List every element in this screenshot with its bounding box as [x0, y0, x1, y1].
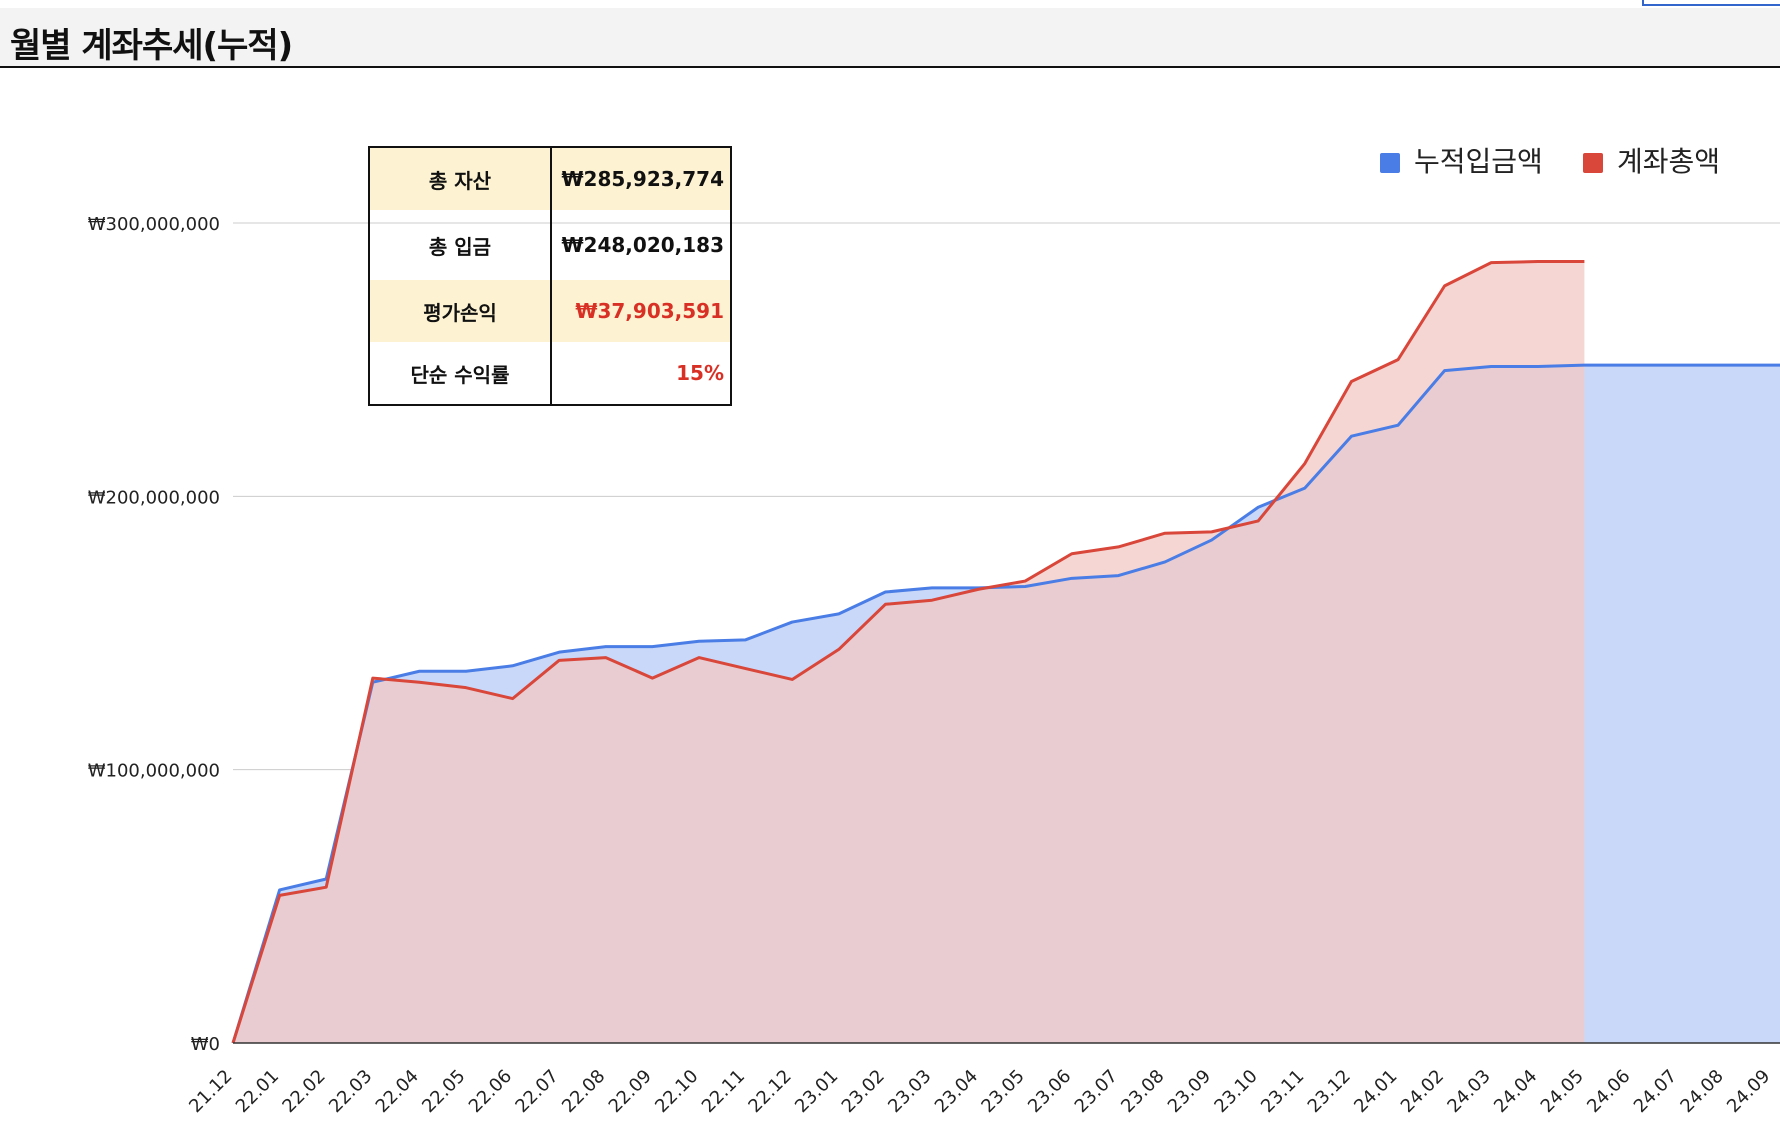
x-tick-label: 23.07: [1071, 1066, 1122, 1117]
x-tick-label: 23.08: [1117, 1066, 1168, 1117]
x-tick-label: 23.09: [1164, 1066, 1215, 1117]
summary-row-return-rate: 단순 수익률 15%: [369, 342, 731, 405]
page-title: 월별 계좌추세(누적): [10, 26, 293, 66]
summary-value-highlight: 15%: [676, 361, 724, 385]
x-tick-label: 23.01: [791, 1066, 842, 1117]
summary-value-highlight: ₩37,903,591: [551, 280, 731, 342]
x-tick-label: 24.02: [1397, 1066, 1448, 1117]
x-tick-label: 23.11: [1257, 1066, 1308, 1117]
x-tick-label: 23.04: [931, 1066, 982, 1117]
legend-item-deposit: 누적입금액: [1380, 140, 1543, 180]
x-tick-label: 21.12: [185, 1066, 236, 1117]
summary-table: 총 자산 ₩285,923,774 총 입금 ₩248,020,183 평가손익…: [368, 146, 732, 406]
y-tick-label: ₩100,000,000: [88, 761, 220, 782]
x-tick-label: 22.11: [698, 1066, 749, 1117]
summary-label: 총 입금: [369, 210, 552, 280]
x-tick-label: 22.03: [325, 1066, 376, 1117]
legend-label-total: 계좌총액: [1617, 145, 1721, 178]
x-tick-label: 23.06: [1024, 1066, 1075, 1117]
summary-label: 단순 수익률: [369, 342, 552, 405]
x-tick-label: 22.01: [232, 1066, 283, 1117]
x-tick-label: 22.04: [372, 1066, 423, 1117]
x-tick-label: 23.02: [838, 1066, 889, 1117]
y-tick-label: ₩200,000,000: [88, 487, 220, 508]
x-tick-label: 22.02: [278, 1066, 329, 1117]
x-tick-label: 22.09: [605, 1066, 656, 1117]
series-area-1: [233, 261, 1585, 1044]
x-tick-label: 24.04: [1490, 1066, 1541, 1117]
summary-row-total-deposit: 총 입금 ₩248,020,183: [369, 210, 731, 280]
summary-label: 평가손익: [369, 280, 552, 342]
selected-cell-outline: [1642, 0, 1780, 6]
x-tick-label: 23.05: [977, 1066, 1028, 1117]
x-tick-label: 24.08: [1676, 1066, 1727, 1117]
x-tick-label: 24.03: [1443, 1066, 1494, 1117]
legend-swatch-total: [1583, 153, 1603, 173]
x-tick-label: 24.05: [1537, 1066, 1588, 1117]
x-tick-label: 22.12: [744, 1066, 795, 1117]
x-tick-label: 22.08: [558, 1066, 609, 1117]
x-tick-label: 24.06: [1583, 1066, 1634, 1117]
x-tick-label: 22.05: [418, 1066, 469, 1117]
x-tick-label: 22.06: [465, 1066, 516, 1117]
x-tick-label: 24.07: [1630, 1066, 1681, 1117]
summary-value: ₩248,020,183: [561, 233, 725, 257]
x-tick-label: 23.10: [1210, 1066, 1261, 1117]
legend-item-total: 계좌총액: [1583, 140, 1720, 180]
x-tick-label: 23.12: [1304, 1066, 1355, 1117]
summary-value: ₩285,923,774: [551, 147, 731, 210]
summary-row-total-assets: 총 자산 ₩285,923,774: [369, 147, 731, 210]
legend-swatch-deposit: [1380, 153, 1400, 173]
series-line-1: [231, 259, 1585, 1044]
x-tick-label: 22.07: [511, 1066, 562, 1117]
y-tick-label: ₩300,000,000: [88, 214, 220, 235]
title-bar: 월별 계좌추세(누적): [0, 8, 1780, 68]
summary-label: 총 자산: [369, 147, 552, 210]
x-tick-label: 23.03: [884, 1066, 935, 1117]
legend-label-deposit: 누적입금액: [1414, 145, 1543, 178]
y-tick-label: ₩0: [191, 1034, 220, 1055]
x-tick-label: 24.01: [1350, 1066, 1401, 1117]
x-tick-label: 22.10: [651, 1066, 702, 1117]
summary-row-profit: 평가손익 ₩37,903,591: [369, 280, 731, 342]
x-tick-label: 24.09: [1723, 1066, 1774, 1117]
series-line-0: [231, 363, 1780, 1044]
